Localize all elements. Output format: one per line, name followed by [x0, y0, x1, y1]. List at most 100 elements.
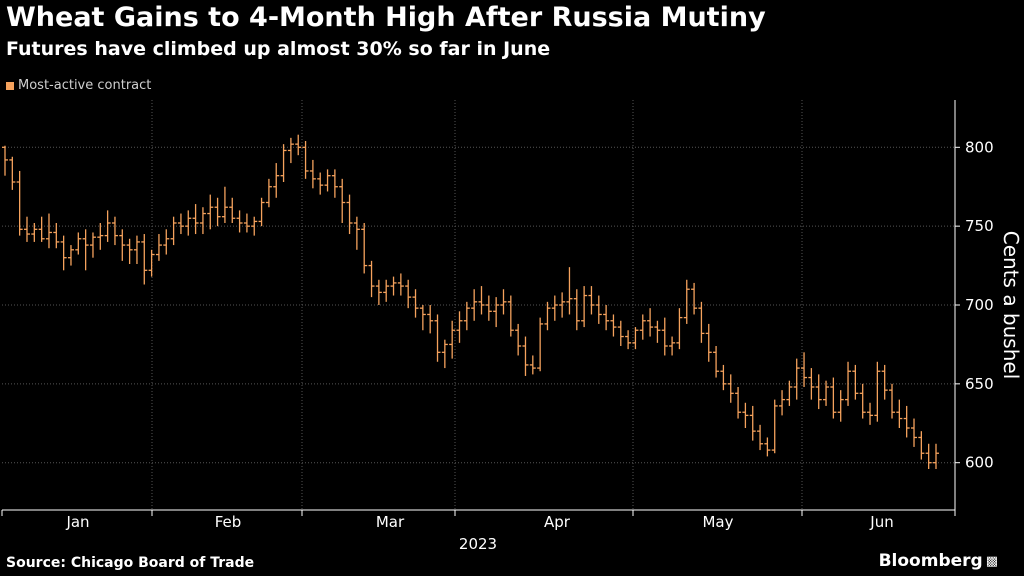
ohlc-bar-7: [53, 223, 60, 249]
xtick-label-feb: Feb: [215, 513, 242, 531]
ohlc-bar-64: [471, 289, 478, 321]
ohlc-bar-77: [566, 267, 573, 315]
ohlc-bar-20: [148, 249, 155, 277]
ohlc-bar-85: [625, 330, 632, 350]
ytick-label-800: 800: [965, 138, 994, 156]
ohlc-bar-16: [119, 229, 126, 261]
ohlc-bar-94: [691, 282, 698, 315]
ohlc-bar-72: [529, 355, 536, 375]
ohlc-bar-36: [265, 178, 272, 208]
ohlc-bar-41: [302, 141, 309, 179]
ohlc-bar-74: [544, 301, 551, 331]
ohlc-bar-9: [67, 245, 74, 266]
ohlc-bar-120: [881, 364, 888, 400]
ohlc-bar-53: [390, 276, 397, 296]
ohlc-bar-82: [603, 305, 610, 331]
ohlc-bar-45: [331, 169, 338, 198]
ohlc-bar-95: [698, 301, 705, 343]
brand-logo: Bloomberg ▩: [879, 551, 998, 571]
ohlc-bar-8: [60, 235, 67, 271]
ohlc-bar-31: [229, 197, 236, 223]
ohlc-bar-43: [317, 172, 324, 195]
ohlc-bar-26: [192, 204, 199, 235]
ohlc-bar-54: [397, 273, 404, 296]
ohlc-bar-71: [522, 336, 529, 376]
ohlc-bar-76: [559, 292, 566, 318]
ohlc-bar-101: [742, 402, 749, 428]
legend-label: Most-active contract: [18, 78, 152, 93]
ytick-label-700: 700: [965, 296, 994, 314]
ohlc-bar-84: [617, 320, 624, 346]
ohlc-bar-102: [749, 405, 756, 441]
ohlc-bar-99: [727, 374, 734, 403]
ohlc-bar-10: [75, 232, 82, 255]
ohlc-bar-70: [515, 323, 522, 356]
bloomberg-mark-icon: ▩: [985, 553, 998, 569]
ohlc-bar-0: [2, 145, 8, 176]
ohlc-bar-37: [273, 163, 280, 198]
ohlc-bar-13: [97, 223, 104, 250]
ohlc-bar-86: [632, 327, 639, 350]
ohlc-bar-104: [764, 437, 771, 457]
xtick-label-jan: Jan: [65, 513, 89, 531]
ohlc-bar-48: [353, 216, 360, 250]
axes: [1, 100, 960, 516]
ohlc-bar-111: [815, 374, 822, 410]
ohlc-bar-12: [89, 232, 96, 258]
ohlc-bar-126: [925, 443, 932, 469]
ohlc-bar-75: [551, 295, 558, 321]
ohlc-bar-118: [867, 402, 874, 425]
ohlc-bar-21: [155, 234, 162, 261]
ohlc-bar-38: [280, 144, 287, 182]
ohlc-bar-108: [793, 358, 800, 400]
ohlc-bar-109: [801, 352, 808, 387]
ohlc-bar-56: [412, 289, 419, 318]
ohlc-bar-87: [639, 314, 646, 340]
xtick-label-jun: Jun: [869, 513, 893, 531]
ohlc-bar-91: [669, 336, 676, 356]
ohlc-bars: [2, 134, 939, 469]
ohlc-bar-110: [808, 368, 815, 400]
ohlc-bar-100: [735, 387, 742, 419]
year-label: 2023: [459, 535, 497, 553]
ohlc-bar-47: [346, 194, 353, 235]
ohlc-bar-114: [837, 390, 844, 422]
ytick-label-650: 650: [965, 375, 994, 393]
ohlc-bar-105: [771, 399, 778, 454]
ohlc-bar-25: [185, 210, 192, 236]
ohlc-bar-1: [9, 156, 16, 190]
ohlc-bar-79: [581, 286, 588, 328]
ohlc-bar-18: [133, 235, 140, 264]
ohlc-bar-35: [258, 197, 265, 227]
ohlc-bar-5: [38, 216, 45, 242]
ohlc-bar-34: [251, 216, 258, 236]
ohlc-bar-60: [441, 339, 448, 369]
ohlc-bar-24: [177, 213, 184, 235]
ohlc-bar-62: [456, 311, 463, 343]
ohlc-bar-19: [141, 234, 148, 285]
ohlc-bar-97: [713, 346, 720, 378]
ohlc-bar-80: [588, 286, 595, 315]
ohlc-bar-106: [779, 390, 786, 416]
ohlc-bar-103: [757, 424, 764, 451]
ohlc-bar-92: [676, 308, 683, 350]
ohlc-bar-58: [427, 305, 434, 334]
brand-name: Bloomberg: [878, 551, 983, 571]
y-tick-labels: 600 650 700 750 800: [965, 138, 994, 471]
ohlc-bar-27: [199, 207, 206, 235]
ohlc-bar-116: [852, 364, 859, 400]
ohlc-bar-22: [163, 229, 170, 255]
x-tick-labels: Jan Feb Mar Apr May Jun: [65, 513, 893, 531]
ohlc-bar-123: [903, 405, 910, 438]
ohlc-bar-15: [111, 216, 118, 246]
ohlc-bar-63: [463, 301, 470, 331]
ohlc-bar-32: [236, 210, 243, 233]
legend-swatch: [6, 81, 14, 90]
ohlc-bar-39: [287, 137, 294, 164]
ohlc-bar-29: [214, 197, 221, 227]
ohlc-bar-69: [507, 295, 514, 337]
ohlc-bar-2: [16, 170, 23, 236]
ohlc-bar-67: [493, 297, 500, 328]
ohlc-bar-121: [889, 383, 896, 419]
ohlc-bar-46: [339, 178, 346, 223]
